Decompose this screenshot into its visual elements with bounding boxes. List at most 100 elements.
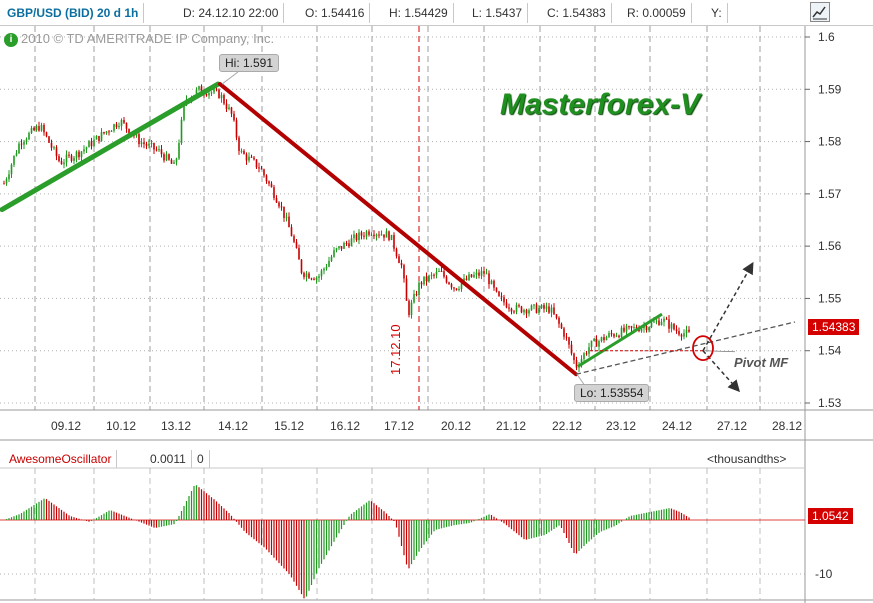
candle-body [23,142,25,145]
candle-body [300,259,303,273]
candle-body [420,282,423,285]
candle-body [240,150,243,152]
x-tick-label: 24.12 [662,419,692,433]
candle-body [175,158,178,163]
candle-body [568,337,570,345]
candle-body [8,174,10,180]
price-chart[interactable]: 09.12 10.12 13.12 14.12 15.12 16.12 17.12 20.12… [0,26,873,603]
x-tick-label: 13.12 [161,419,191,433]
candle-body [470,274,473,278]
candle-body [365,231,368,237]
candle-body [398,256,400,264]
candle-body [10,164,13,175]
candle-body [253,157,255,160]
candle-body [500,296,503,298]
candle-body [305,273,308,278]
candle-body [53,147,55,149]
candle-body [615,335,618,337]
candle-body [353,234,355,239]
candle-body [378,234,380,236]
symbol-label[interactable]: GBP/USD (BID) 20 d 1h [2,3,145,23]
candle-body [333,250,335,257]
candle-body [323,268,325,271]
candle-body [250,156,253,158]
candle-body [170,159,173,164]
candle-body [633,327,635,329]
chart-line-icon[interactable] [810,2,830,22]
y-tick-label: 1.58 [818,135,842,149]
candle-body [343,242,345,249]
candle-body [105,131,108,134]
candle-body [455,288,458,290]
candle-body [543,304,545,309]
candle-body [358,232,360,241]
candle-body [270,183,273,188]
candle-body [640,328,643,332]
candle-body [490,280,493,285]
uptrend-line [0,81,221,213]
candle-body [275,198,278,203]
candle-body [643,326,645,329]
candle-body [70,155,73,161]
candle-body [620,327,623,338]
oscillator-name[interactable]: AwesomeOscillator [4,450,118,468]
candle-body [395,248,398,257]
candle-body [120,119,123,127]
candle-body [100,132,103,142]
candle-body [85,147,88,150]
info-icon[interactable]: i [4,32,18,47]
candle-body [30,127,33,133]
candle-body [233,113,235,121]
candle-body [413,294,415,303]
downtrend-line [218,82,578,377]
candle-body [245,154,248,161]
high-callout-pointer [221,71,239,85]
candle-body [360,232,363,236]
candle-body [183,103,185,120]
x-tick-label: 23.12 [606,419,636,433]
candle-body [603,337,605,341]
candle-body [265,175,268,182]
date-value: D: 24.12.10 22:00 [178,3,285,23]
candle-body [658,320,660,326]
candle-body [428,275,430,282]
candle-body [385,231,388,238]
candle-body [93,139,95,147]
candle-body [660,321,663,326]
y-tick-label: 1.59 [818,82,842,96]
candle-body [145,144,148,146]
candle-body [593,338,595,341]
candle-body [345,242,348,244]
candle-body [248,156,250,161]
candle-body [13,155,15,165]
candle-body [388,231,390,240]
candle-body [495,287,498,292]
candle-body [403,265,405,279]
candle-body [315,277,318,280]
x-tick-label: 10.12 [106,419,136,433]
candle-body [628,326,630,328]
y-value: Y: [706,3,728,23]
candle-body [220,95,223,99]
candle-body [510,308,513,312]
x-tick-label: 17.12 [384,419,414,433]
candle-body [155,149,158,151]
candle-body [285,216,288,218]
candle-body [20,143,23,145]
candle-body [438,271,440,273]
candle-body [348,243,350,247]
candle-body [618,335,620,338]
up-arrow [702,261,754,352]
candle-body [473,274,475,278]
candle-body [625,326,628,332]
channel-up-line [577,312,663,368]
candle-body [98,135,100,142]
candle-body [63,162,65,165]
candle-body [498,291,500,297]
candle-body [520,306,523,313]
x-tick-label: 21.12 [496,419,526,433]
candle-body [278,202,280,207]
candle-body [598,341,600,347]
candle-body [573,353,575,361]
candle-body [508,307,510,309]
